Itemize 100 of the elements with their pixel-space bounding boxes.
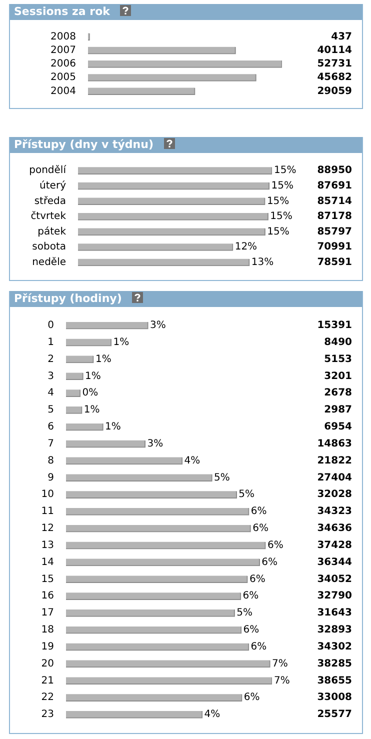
annotation: 6% (244, 692, 260, 704)
annotation: 3% (150, 320, 166, 332)
chart-title: Přístupy (hodiny) (14, 292, 122, 305)
annotation: 6% (249, 574, 266, 585)
data-label: 52731 (317, 58, 352, 70)
data-label: 8490 (324, 336, 352, 348)
data-label: 38655 (317, 675, 352, 686)
annotation: 6% (242, 590, 259, 602)
annotation: 15% (270, 211, 292, 222)
data-label: 15391 (317, 320, 352, 332)
y-tick-label: 20 (41, 658, 54, 670)
y-tick-label: 21 (41, 675, 54, 686)
chart-title: Přístupy (dny v týdnu) (14, 138, 154, 151)
annotation: 7% (272, 658, 288, 670)
y-tick-label: 4 (48, 388, 54, 399)
data-label: 34052 (317, 574, 352, 585)
annotation: 4% (184, 455, 200, 466)
annotation: 15% (274, 165, 296, 176)
y-tick-label: 5 (48, 404, 54, 416)
y-tick-label: 2008 (50, 31, 76, 42)
annotation: 7% (274, 675, 290, 686)
annotation: 13% (251, 256, 274, 268)
y-tick-label: 17 (41, 608, 54, 619)
data-label: 78591 (317, 256, 352, 268)
data-label: 5153 (324, 354, 352, 365)
annotation: 1% (105, 422, 121, 433)
annotation: 4% (204, 709, 220, 720)
annotation: 6% (262, 556, 278, 568)
data-label: 34323 (317, 506, 352, 518)
data-label: 40114 (317, 44, 352, 56)
data-label: 34302 (317, 641, 352, 652)
data-label: 85714 (317, 196, 352, 207)
y-tick-label: 23 (41, 709, 54, 720)
y-tick-label: 13 (41, 540, 54, 551)
data-label: 32790 (317, 590, 352, 602)
annotation: 1% (84, 404, 100, 416)
annotation: 3% (147, 438, 164, 450)
annotation: 1% (85, 370, 101, 382)
annotation: 15% (266, 196, 290, 207)
data-label: 29059 (317, 86, 352, 97)
annotation: 5% (238, 489, 255, 500)
y-tick-label: pátek (38, 226, 66, 238)
y-tick-label: úterý (40, 180, 66, 192)
data-label: 32893 (317, 624, 352, 636)
y-tick-label: 0 (48, 320, 54, 332)
y-tick-label: 12 (41, 523, 54, 534)
y-tick-label: pondělí (29, 165, 68, 176)
data-label: 6954 (324, 422, 352, 433)
data-label: 34636 (317, 523, 352, 534)
data-label: 2987 (324, 404, 352, 416)
data-label: 21822 (317, 455, 352, 466)
data-label: 88950 (317, 165, 352, 176)
annotation: 6% (252, 523, 268, 534)
y-tick-label: 2 (48, 354, 54, 365)
annotation: 6% (267, 540, 284, 551)
annotation: 6% (250, 506, 267, 518)
data-label: 14863 (317, 438, 352, 450)
y-tick-label: 6 (48, 422, 54, 433)
y-tick-label: 19 (41, 641, 54, 652)
annotation: 12% (234, 242, 258, 253)
data-label: 32028 (317, 489, 352, 500)
annotation: 15% (271, 180, 294, 192)
data-label: 70991 (317, 242, 352, 253)
annotation: 5% (236, 608, 253, 619)
annotation: 1% (113, 336, 130, 348)
y-tick-label: 22 (41, 692, 54, 704)
data-label: 31643 (317, 608, 352, 619)
annotation: 0% (82, 388, 98, 399)
y-tick-label: 10 (41, 489, 54, 500)
y-tick-label: sobota (32, 242, 66, 253)
y-tick-label: 2007 (50, 44, 76, 56)
annotation: 1% (95, 354, 112, 365)
data-label: 437 (331, 31, 352, 42)
annotation: 5% (214, 472, 230, 484)
y-tick-label: středa (34, 196, 66, 207)
y-tick-label: 2005 (50, 72, 76, 84)
y-tick-label: 7 (48, 438, 54, 450)
y-tick-label: 1 (48, 336, 54, 348)
y-tick-label: 11 (41, 506, 54, 518)
data-label: 25577 (317, 709, 352, 720)
y-tick-label: 3 (48, 370, 54, 382)
data-label: 87178 (317, 211, 352, 222)
data-label: 27404 (317, 472, 352, 484)
annotation: 15% (267, 226, 290, 238)
y-tick-label: 9 (48, 472, 54, 484)
chart-title: Sessions za rok (14, 5, 110, 18)
y-tick-label: 18 (41, 624, 54, 636)
y-tick-label: 16 (41, 590, 54, 602)
y-tick-label: neděle (32, 256, 66, 268)
data-label: 36344 (317, 556, 352, 568)
y-tick-label: 14 (41, 556, 54, 568)
data-label: 45682 (317, 72, 352, 84)
y-tick-label: 2006 (50, 58, 76, 70)
data-label: 33008 (317, 692, 352, 704)
y-tick-label: 2004 (50, 86, 76, 97)
annotation: 6% (250, 641, 267, 652)
y-tick-label: 15 (41, 574, 54, 585)
data-label: 87691 (317, 180, 352, 192)
data-label: 85797 (317, 226, 352, 238)
annotation: 6% (243, 624, 260, 636)
